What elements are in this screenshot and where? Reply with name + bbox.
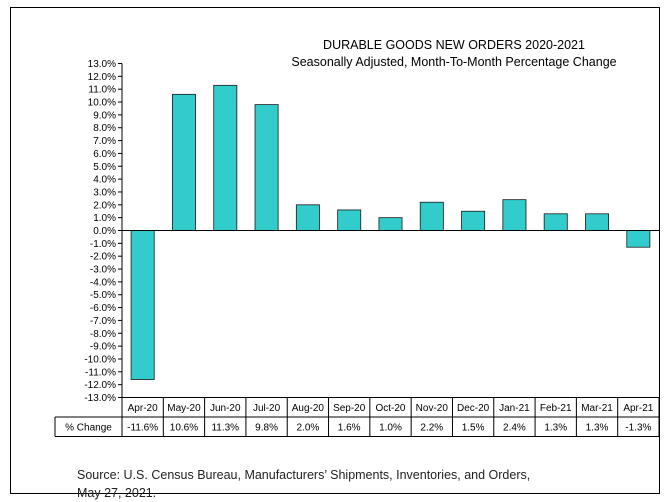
bar-dec-20 [461, 210, 486, 231]
y-tick-label: -5.0% [90, 290, 116, 301]
y-tick-label: -8.0% [90, 329, 116, 340]
y-tick-label: 1.0% [93, 213, 116, 224]
y-tick-label: -13.0% [84, 393, 116, 404]
data-label: 10.6% [170, 423, 198, 434]
y-tick-label: 8.0% [93, 123, 116, 134]
category-label: Apr-20 [128, 403, 158, 414]
chart-frame: DURABLE GOODS NEW ORDERS 2020-2021 Season… [10, 7, 660, 500]
chart-subtitle: Seasonally Adjusted, Month-To-Month Perc… [291, 55, 616, 69]
data-label: 1.3% [544, 423, 567, 434]
bar-oct-20 [378, 217, 403, 231]
source-line-1: Source: U.S. Census Bureau, Manufacturer… [77, 468, 531, 482]
y-tick-label: -4.0% [90, 277, 116, 288]
category-label: Apr-21 [623, 403, 653, 414]
y-tick-label: -6.0% [90, 303, 116, 314]
data-label: 1.5% [462, 423, 485, 434]
y-tick-label: 3.0% [93, 187, 116, 198]
y-tick-label: -1.0% [90, 239, 116, 250]
bar-apr-20 [130, 230, 155, 380]
source-line-2: May 27, 2021. [77, 486, 157, 500]
y-tick-label: 9.0% [93, 110, 116, 121]
y-tick-label: 10.0% [88, 98, 116, 109]
bar-mar-21 [585, 213, 610, 231]
data-label: 9.8% [255, 423, 278, 434]
y-tick-label: -12.0% [84, 380, 116, 391]
chart-title: DURABLE GOODS NEW ORDERS 2020-2021 [323, 38, 585, 52]
category-label: Nov-20 [416, 403, 449, 414]
y-tick-label: 7.0% [93, 136, 116, 147]
bar-may-20 [171, 93, 196, 231]
category-label: May-20 [167, 403, 201, 414]
data-label: 1.6% [338, 423, 361, 434]
category-label: Jan-21 [499, 403, 530, 414]
bar-aug-20 [295, 204, 320, 231]
category-label: Jul-20 [253, 403, 281, 414]
bar-nov-20 [419, 201, 444, 231]
y-tick-label: -11.0% [85, 367, 116, 378]
data-label: 1.3% [586, 423, 609, 434]
category-label: Feb-21 [540, 403, 572, 414]
category-label: Dec-20 [457, 403, 490, 414]
category-label: Aug-20 [292, 403, 325, 414]
y-tick-label: 2.0% [93, 200, 116, 211]
y-tick-label: -10.0% [84, 354, 116, 365]
y-tick-label: 5.0% [93, 162, 116, 173]
y-tick-label: -2.0% [90, 252, 116, 263]
y-tick-label: -9.0% [90, 342, 116, 353]
bar-jun-20 [213, 84, 238, 231]
data-label: 2.4% [503, 423, 526, 434]
y-tick-label: -3.0% [90, 265, 116, 276]
y-tick-label: 12.0% [88, 72, 116, 83]
data-label: 2.0% [296, 423, 319, 434]
source-note: Source: U.S. Census Bureau, Manufacturer… [77, 466, 657, 502]
category-label: Jun-20 [210, 403, 241, 414]
bar-apr-21 [626, 230, 651, 248]
y-tick-label: 4.0% [93, 175, 116, 186]
data-label: -11.6% [127, 423, 158, 434]
y-tick-label: 13.0% [88, 59, 116, 70]
data-label: 2.2% [420, 423, 443, 434]
bar-feb-21 [543, 213, 568, 231]
y-tick-label: 11.0% [88, 85, 116, 96]
y-tick-label: 6.0% [93, 149, 116, 160]
bar-jul-20 [254, 104, 279, 231]
data-label: 11.3% [211, 423, 239, 434]
category-label: Sep-20 [333, 403, 366, 414]
y-tick-label: 0.0% [93, 226, 116, 237]
data-label: 1.0% [379, 423, 402, 434]
bar-chart: DURABLE GOODS NEW ORDERS 2020-2021 Season… [54, 38, 660, 437]
bar-jan-21 [502, 199, 527, 231]
bar-sep-20 [337, 209, 362, 231]
table-row-label: % Change [65, 423, 112, 434]
category-label: Oct-20 [375, 403, 405, 414]
category-label: Mar-21 [581, 403, 613, 414]
y-tick-label: -7.0% [90, 316, 116, 327]
data-label: -1.3% [625, 423, 651, 434]
